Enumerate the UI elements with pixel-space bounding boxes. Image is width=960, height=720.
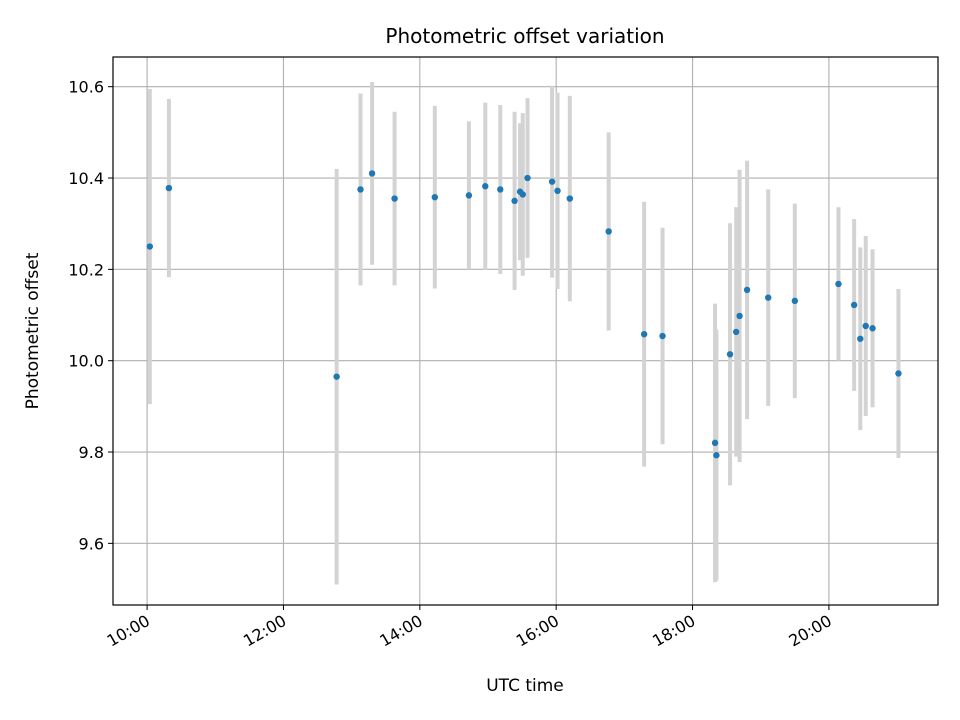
data-point <box>640 330 648 338</box>
data-point <box>357 186 364 193</box>
data-point <box>711 439 719 447</box>
data-point <box>850 301 858 309</box>
data-point <box>743 286 751 294</box>
data-point <box>566 195 574 202</box>
data-point <box>548 178 556 185</box>
data-point <box>713 452 720 459</box>
y-tick-label: 10.4 <box>68 169 104 188</box>
y-tick-label: 10.6 <box>68 78 104 97</box>
data-point <box>482 183 489 190</box>
data-point <box>869 325 876 332</box>
x-axis-label: UTC time <box>486 676 564 696</box>
data-points <box>146 170 902 459</box>
data-point <box>368 170 376 177</box>
data-point <box>857 335 864 342</box>
data-point <box>726 351 734 358</box>
chart-title: Photometric offset variation <box>385 24 664 48</box>
y-tick-label: 10.2 <box>68 260 104 279</box>
y-axis-label: Photometric offset <box>23 252 43 409</box>
data-point <box>554 187 561 195</box>
data-point <box>524 174 531 182</box>
y-axis-ticks: 9.6 9.8 10.0 10.2 10.4 10.6 <box>68 78 113 553</box>
data-point <box>659 332 666 340</box>
data-point <box>497 186 504 193</box>
data-point <box>791 297 799 305</box>
data-point <box>732 328 740 336</box>
data-point <box>895 370 902 377</box>
data-point <box>431 193 439 201</box>
data-point <box>605 228 612 235</box>
data-point <box>765 294 772 301</box>
plot-frame <box>112 56 939 606</box>
data-point <box>333 373 340 380</box>
data-point <box>165 184 173 192</box>
data-point <box>465 192 473 199</box>
data-point <box>835 280 842 288</box>
data-point <box>862 322 869 330</box>
y-tick-label: 9.8 <box>79 443 104 462</box>
y-tick-label: 10.0 <box>68 352 104 371</box>
y-tick-label: 9.6 <box>79 534 104 553</box>
data-point <box>146 243 154 250</box>
data-point <box>391 195 398 202</box>
data-point <box>511 197 518 205</box>
data-point <box>736 312 743 320</box>
data-point <box>519 191 526 198</box>
